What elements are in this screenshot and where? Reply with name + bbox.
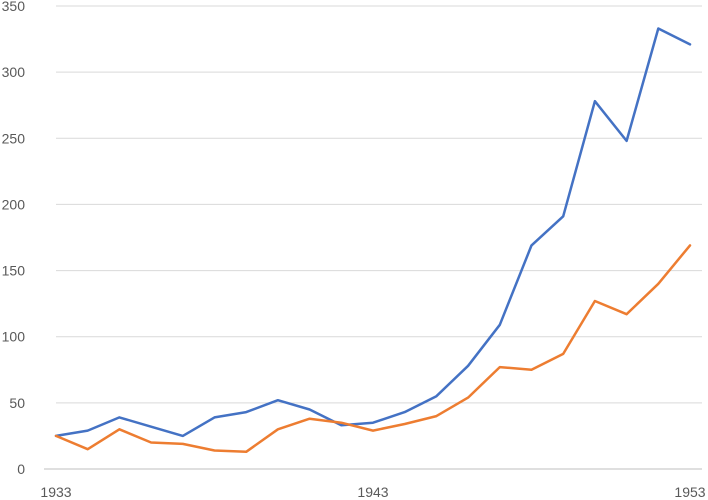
x-tick-label: 1943 [357, 484, 388, 500]
y-axis-tick-labels: 0 50 100 150 200 250 300 350 [2, 0, 26, 477]
y-tick-label: 200 [2, 196, 26, 212]
y-tick-label: 250 [2, 130, 26, 146]
y-tick-label: 350 [2, 0, 26, 14]
gridlines [56, 5, 702, 404]
series-2-line [54, 244, 692, 454]
y-tick-label: 0 [17, 461, 25, 477]
series-1-line [54, 27, 692, 438]
x-tick-label: 1953 [674, 484, 705, 500]
y-tick-label: 100 [2, 329, 26, 345]
x-tick-label: 1933 [40, 484, 71, 500]
x-axis-tick-labels: 1933 1943 1953 [40, 484, 705, 500]
y-tick-label: 50 [9, 395, 25, 411]
series-lines [54, 27, 692, 454]
y-tick-label: 300 [2, 64, 26, 80]
y-tick-label: 150 [2, 263, 26, 279]
